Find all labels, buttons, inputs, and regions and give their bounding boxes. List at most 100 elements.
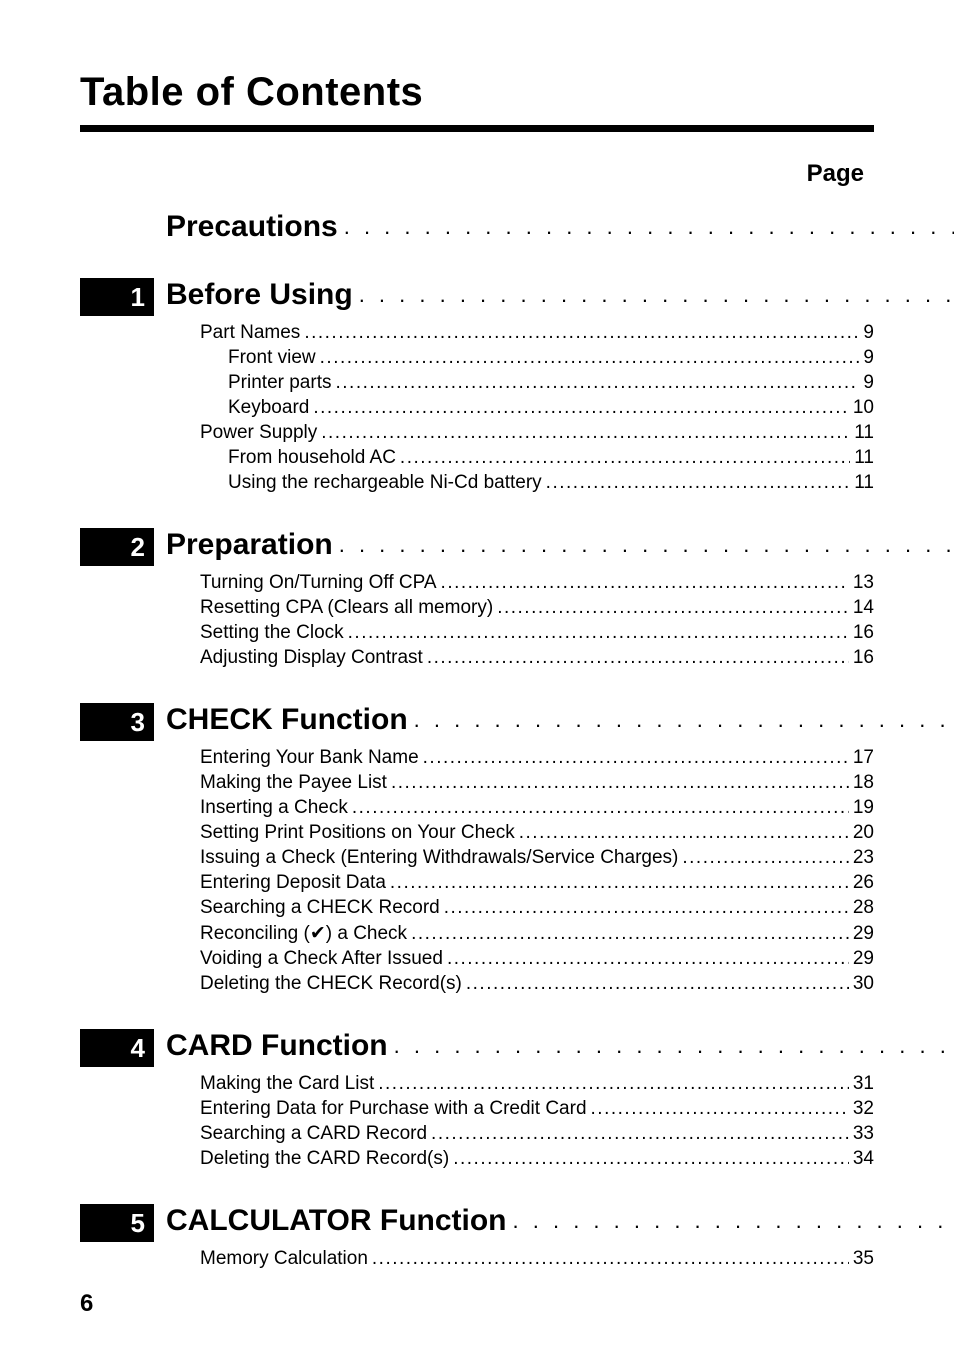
toc-section: Precautions 8 — [80, 210, 874, 244]
toc-sub-page: 17 — [849, 747, 874, 769]
leader-dots — [411, 923, 849, 945]
toc-sub-entry: Keyboard 10 — [228, 397, 874, 419]
toc-sub-entry: Using the rechargeable Ni-Cd battery 11 — [228, 472, 874, 494]
toc-chapter-row: Precautions 8 — [166, 210, 954, 244]
leader-dots — [390, 872, 849, 894]
toc-chapter-row: CHECK Function 17 — [166, 703, 954, 737]
toc-sub-title: Deleting the CHECK Record(s) — [200, 973, 466, 995]
toc-chapter-title: Before Using — [166, 278, 359, 312]
toc-sub-page: 16 — [849, 647, 874, 669]
toc-sub-title: Entering Data for Purchase with a Credit… — [200, 1098, 591, 1120]
toc-section: 4 CARD Function 31 Making the Card List … — [80, 1029, 874, 1170]
page-title: Table of Contents — [80, 70, 874, 115]
toc-sub-entry: Resetting CPA (Clears all memory) 14 — [200, 597, 874, 619]
toc-sub-entry: From household AC 11 — [228, 447, 874, 469]
leader-dots — [444, 897, 849, 919]
toc-sub-page: 9 — [859, 372, 874, 394]
toc-sub-title: Power Supply — [200, 422, 321, 444]
toc-sub-title: Voiding a Check After Issued — [200, 948, 447, 970]
toc-sub-title: Part Names — [200, 322, 304, 344]
toc-sub-entry: Printer parts 9 — [228, 372, 874, 394]
toc-sub-page: 11 — [850, 472, 874, 494]
toc-sub-title: Turning On/Turning Off CPA — [200, 572, 441, 594]
leader-dots — [339, 532, 954, 558]
leader-dots — [313, 397, 849, 419]
toc-sub-title: Searching a CARD Record — [200, 1123, 431, 1145]
toc-sub-entry: Issuing a Check (Entering Withdrawals/Se… — [200, 847, 874, 869]
leader-dots — [321, 422, 850, 444]
toc-chapter-row: CALCULATOR Function 35 — [166, 1204, 954, 1238]
toc-section: 2 Preparation 13 Turning On/Turning Off … — [80, 528, 874, 669]
toc-chapter-title: CALCULATOR Function — [166, 1204, 513, 1238]
page-number: 6 — [80, 1290, 93, 1318]
leader-dots — [447, 948, 849, 970]
toc-chapter-row: CARD Function 31 — [166, 1029, 954, 1063]
leader-dots — [427, 647, 849, 669]
leader-dots — [497, 597, 849, 619]
leader-dots — [400, 447, 850, 469]
leader-dots — [320, 347, 860, 369]
chapter-badge: 4 — [80, 1029, 154, 1067]
chapter-badge: 2 — [80, 528, 154, 566]
toc-sub-entry: Setting Print Positions on Your Check 20 — [200, 822, 874, 844]
toc-sub-title: Setting Print Positions on Your Check — [200, 822, 519, 844]
leader-dots — [359, 282, 954, 308]
toc-sub-entry: Making the Card List 31 — [200, 1073, 874, 1095]
toc-sub-page: 11 — [850, 422, 874, 444]
leader-dots — [682, 847, 849, 869]
leader-dots — [423, 747, 849, 769]
toc-sub-entry: Voiding a Check After Issued 29 — [200, 948, 874, 970]
leader-dots — [352, 797, 849, 819]
toc-sub-page: 9 — [859, 322, 874, 344]
toc-sub-page: 28 — [849, 897, 874, 919]
toc-sub-title: Resetting CPA (Clears all memory) — [200, 597, 497, 619]
toc-sub-page: 20 — [849, 822, 874, 844]
toc-sub-title: Searching a CHECK Record — [200, 897, 444, 919]
toc-sub-title: Setting the Clock — [200, 622, 348, 644]
toc-sub-page: 13 — [849, 572, 874, 594]
toc-sub-page: 19 — [849, 797, 874, 819]
leader-dots — [378, 1073, 849, 1095]
toc-sub-title: Using the rechargeable Ni-Cd battery — [228, 472, 546, 494]
toc-chapter-row: Before Using 9 — [166, 278, 954, 312]
toc-sub-entry: Inserting a Check 19 — [200, 797, 874, 819]
leader-dots — [372, 1248, 849, 1270]
leader-dots — [391, 772, 849, 794]
toc-sub-entry: Deleting the CHECK Record(s) 30 — [200, 973, 874, 995]
toc-sub-entry: Entering Deposit Data 26 — [200, 872, 874, 894]
toc-sub-title: Memory Calculation — [200, 1248, 372, 1270]
table-of-contents: Precautions 8 1 Before Using 9 Part Name… — [80, 210, 874, 1270]
toc-section: 1 Before Using 9 Part Names 9 Front view… — [80, 278, 874, 494]
toc-sub-page: 11 — [850, 447, 874, 469]
toc-chapter-title: CHECK Function — [166, 703, 414, 737]
toc-sub-page: 30 — [849, 973, 874, 995]
toc-sub-entry: Searching a CHECK Record 28 — [200, 897, 874, 919]
toc-sub-entry: Making the Payee List 18 — [200, 772, 874, 794]
toc-chapter-title: Preparation — [166, 528, 339, 562]
toc-sub-page: 33 — [849, 1123, 874, 1145]
toc-sub-page: 9 — [859, 347, 874, 369]
toc-sub-title: Adjusting Display Contrast — [200, 647, 427, 669]
toc-sub-page: 23 — [849, 847, 874, 869]
chapter-badge: 5 — [80, 1204, 154, 1242]
leader-dots — [513, 1208, 954, 1234]
toc-chapter-title: CARD Function — [166, 1029, 394, 1063]
title-rule — [80, 125, 874, 132]
toc-sub-title: Making the Card List — [200, 1073, 378, 1095]
leader-dots — [466, 973, 849, 995]
toc-sub-page: 29 — [849, 923, 874, 945]
toc-sub-page: 18 — [849, 772, 874, 794]
leader-dots — [394, 1033, 954, 1059]
toc-sub-title: Deleting the CARD Record(s) — [200, 1148, 453, 1170]
toc-sub-entry: Searching a CARD Record 33 — [200, 1123, 874, 1145]
leader-dots — [304, 322, 859, 344]
toc-sub-title: Reconciling (✔) a Check — [200, 922, 411, 945]
toc-sub-entry: Setting the Clock 16 — [200, 622, 874, 644]
leader-dots — [431, 1123, 849, 1145]
leader-dots — [519, 822, 849, 844]
leader-dots — [546, 472, 851, 494]
toc-sub-page: 26 — [849, 872, 874, 894]
toc-sub-entry: Power Supply 11 — [200, 422, 874, 444]
leader-dots — [335, 372, 859, 394]
toc-sub-entry: Turning On/Turning Off CPA 13 — [200, 572, 874, 594]
